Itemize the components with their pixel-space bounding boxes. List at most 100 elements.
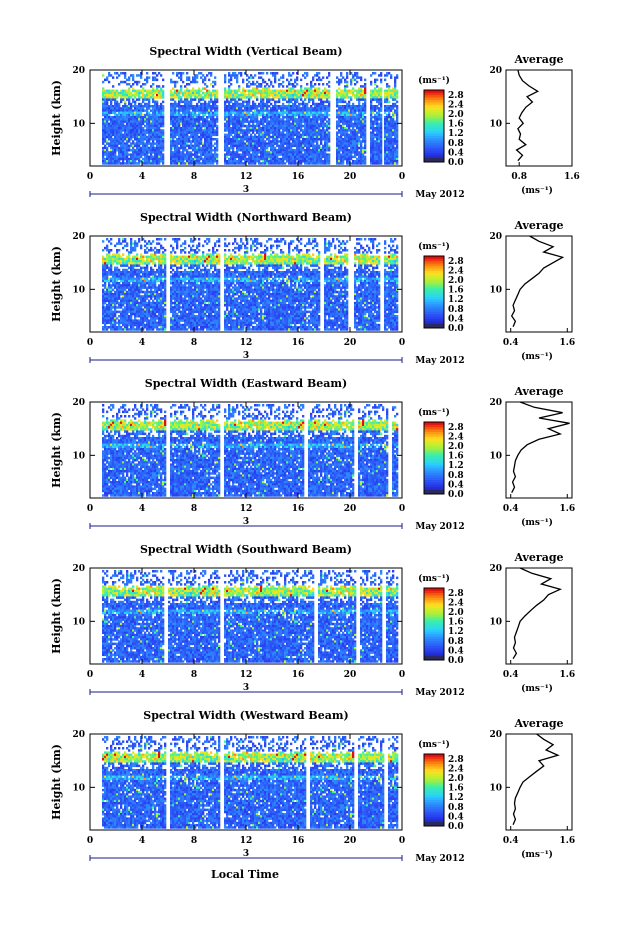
heatmap-cell — [162, 122, 165, 126]
heatmap-cell — [288, 98, 291, 101]
heatmap-cell — [186, 89, 189, 93]
heatmap-cell — [384, 127, 387, 130]
heatmap-cell — [212, 89, 215, 93]
heatmap-cell — [358, 96, 361, 99]
heatmap-cell — [102, 109, 105, 112]
heatmap-cell — [210, 83, 213, 86]
heatmap-cell — [370, 118, 373, 121]
heatmap-cell — [136, 146, 139, 150]
heatmap-cell — [144, 102, 147, 106]
heatmap-cell — [144, 113, 147, 117]
heatmap-cell — [342, 91, 345, 95]
heatmap-cell — [378, 122, 381, 126]
heatmap-cell — [246, 153, 249, 156]
heatmap-cell — [104, 113, 107, 117]
heatmap-cell — [248, 155, 251, 159]
heatmap-cell — [228, 129, 231, 132]
heatmap-cell — [102, 142, 105, 145]
heatmap-cell — [216, 89, 219, 93]
heatmap-cell — [312, 131, 315, 134]
heatmap-cell — [272, 96, 275, 99]
heatmap-cell — [162, 144, 165, 148]
heatmap-cell — [104, 109, 107, 112]
heatmap-cell — [228, 127, 231, 130]
heatmap-cell — [358, 157, 361, 161]
heatmap-cell — [114, 129, 117, 132]
heatmap-cell — [300, 113, 303, 117]
heatmap-cell — [348, 129, 351, 132]
heatmap-cell — [362, 89, 365, 93]
heatmap-cell — [150, 120, 153, 123]
heatmap-cell — [194, 124, 197, 128]
heatmap-cell — [228, 105, 231, 108]
heatmap-cell — [108, 279, 111, 283]
heatmap-cell — [274, 80, 277, 84]
heatmap-cell — [226, 129, 229, 132]
heatmap-cell — [304, 151, 307, 154]
heatmap-cell — [362, 149, 365, 152]
heatmap-cell — [110, 140, 113, 143]
heatmap-cell — [248, 127, 251, 130]
heatmap-cell — [260, 133, 263, 137]
heatmap-cell — [324, 133, 327, 137]
heatmap-cell — [170, 105, 173, 108]
heatmap-cell — [122, 301, 125, 305]
heatmap-cell — [294, 149, 297, 152]
heatmap-cell — [114, 323, 117, 327]
heatmap-cell — [358, 89, 361, 93]
heatmap-cell — [114, 120, 117, 123]
heatmap-cell — [396, 107, 399, 110]
heatmap-cell — [298, 107, 301, 110]
heatmap-cell — [160, 144, 163, 148]
heatmap-cell — [310, 127, 313, 130]
heatmap-cell — [224, 162, 227, 165]
heatmap-cell — [316, 135, 319, 139]
heatmap-cell — [348, 160, 351, 163]
heatmap-cell — [116, 160, 119, 163]
heatmap-cell — [174, 111, 177, 115]
heatmap-cell — [182, 127, 185, 130]
heatmap-cell — [148, 140, 151, 143]
heatmap-cell — [126, 94, 129, 97]
heatmap-cell — [186, 135, 189, 139]
heatmap-cell — [260, 85, 263, 88]
heatmap-cell — [272, 149, 275, 152]
heatmap-cell — [204, 102, 207, 106]
heatmap-cell — [102, 288, 105, 292]
heatmap-cell — [358, 122, 361, 126]
heatmap-cell — [396, 109, 399, 112]
heatmap-cell — [362, 85, 365, 88]
heatmap-cell — [180, 142, 183, 145]
heatmap-cell — [152, 100, 155, 104]
heatmap-cell — [256, 107, 259, 110]
heatmap-cell — [250, 107, 253, 110]
heatmap-cell — [318, 146, 321, 150]
heatmap-cell — [196, 142, 199, 145]
heatmap-cell — [206, 124, 209, 128]
heatmap-cell — [358, 140, 361, 143]
heatmap-cell — [186, 116, 189, 119]
heatmap-cell — [198, 98, 201, 101]
heatmap-cell — [370, 94, 373, 97]
heatmap-cell — [106, 94, 109, 97]
heatmap-cell — [324, 149, 327, 152]
heatmap-cell — [112, 326, 115, 329]
heatmap-cell — [270, 160, 273, 163]
heatmap-cell — [234, 133, 237, 137]
heatmap-cell — [224, 89, 227, 93]
heatmap-cell — [178, 98, 181, 101]
heatmap-cell — [128, 100, 131, 104]
heatmap-cell — [384, 91, 387, 95]
heatmap-cell — [262, 146, 265, 150]
heatmap-cell — [314, 107, 317, 110]
heatmap-cell — [160, 142, 163, 145]
heatmap-cell — [346, 83, 349, 86]
heatmap-cell — [124, 151, 127, 154]
heatmap-cell — [124, 127, 127, 130]
heatmap-cell — [182, 120, 185, 123]
heatmap-cell — [128, 124, 131, 128]
heatmap-cell — [288, 124, 291, 128]
heatmap-cell — [176, 72, 179, 75]
heatmap-cell — [234, 157, 237, 161]
heatmap-cell — [394, 102, 397, 106]
